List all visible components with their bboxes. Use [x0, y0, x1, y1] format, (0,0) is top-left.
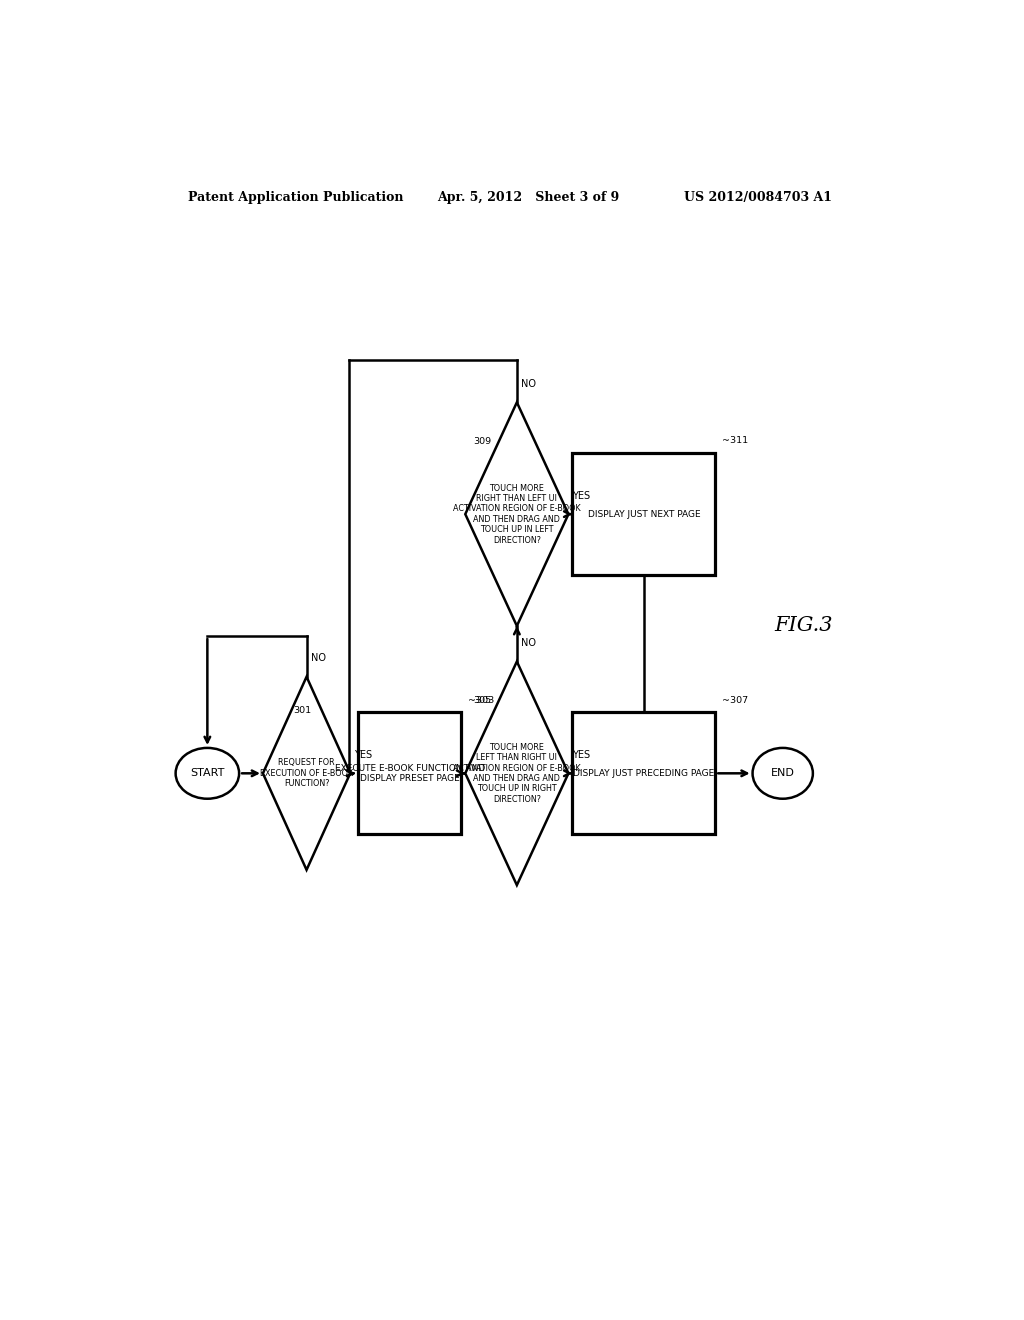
Text: 309: 309	[473, 437, 492, 446]
Polygon shape	[465, 403, 568, 626]
Text: Apr. 5, 2012   Sheet 3 of 9: Apr. 5, 2012 Sheet 3 of 9	[437, 190, 620, 203]
Text: Patent Application Publication: Patent Application Publication	[187, 190, 403, 203]
Text: US 2012/0084703 A1: US 2012/0084703 A1	[684, 190, 831, 203]
Text: YES: YES	[572, 750, 591, 760]
Text: FIG.3: FIG.3	[775, 616, 834, 635]
Bar	[358, 713, 461, 834]
Text: EXECUTE E-BOOK FUNCTION AND
DISPLAY PRESET PAGE: EXECUTE E-BOOK FUNCTION AND DISPLAY PRES…	[335, 764, 484, 783]
Text: DISPLAY JUST NEXT PAGE: DISPLAY JUST NEXT PAGE	[588, 510, 700, 519]
Text: ~307: ~307	[722, 696, 748, 705]
Bar	[572, 453, 715, 576]
Text: TOUCH MORE
LEFT THAN RIGHT UI
ACTIVATION REGION OF E-BOOK
AND THEN DRAG AND
TOUC: TOUCH MORE LEFT THAN RIGHT UI ACTIVATION…	[453, 743, 581, 804]
Text: YES: YES	[572, 491, 591, 500]
Ellipse shape	[753, 748, 813, 799]
Text: 305: 305	[473, 696, 492, 705]
Text: YES: YES	[354, 750, 373, 760]
Polygon shape	[263, 677, 350, 870]
Ellipse shape	[176, 748, 240, 799]
Text: END: END	[771, 768, 795, 779]
Text: 301: 301	[294, 706, 311, 715]
Text: START: START	[190, 768, 224, 779]
Text: NO: NO	[521, 639, 536, 648]
Polygon shape	[465, 661, 568, 886]
Text: ~303: ~303	[468, 696, 494, 705]
Text: REQUEST FOR
EXECUTION OF E-BOOK
FUNCTION?: REQUEST FOR EXECUTION OF E-BOOK FUNCTION…	[260, 759, 353, 788]
Text: TOUCH MORE
RIGHT THAN LEFT UI
ACTIVATION REGION OF E-BOOK
AND THEN DRAG AND
TOUC: TOUCH MORE RIGHT THAN LEFT UI ACTIVATION…	[453, 483, 581, 545]
Text: ~311: ~311	[722, 437, 748, 445]
Text: NO: NO	[310, 653, 326, 664]
Bar	[572, 713, 715, 834]
Text: DISPLAY JUST PRECEDING PAGE: DISPLAY JUST PRECEDING PAGE	[573, 768, 715, 777]
Text: NO: NO	[521, 379, 536, 389]
